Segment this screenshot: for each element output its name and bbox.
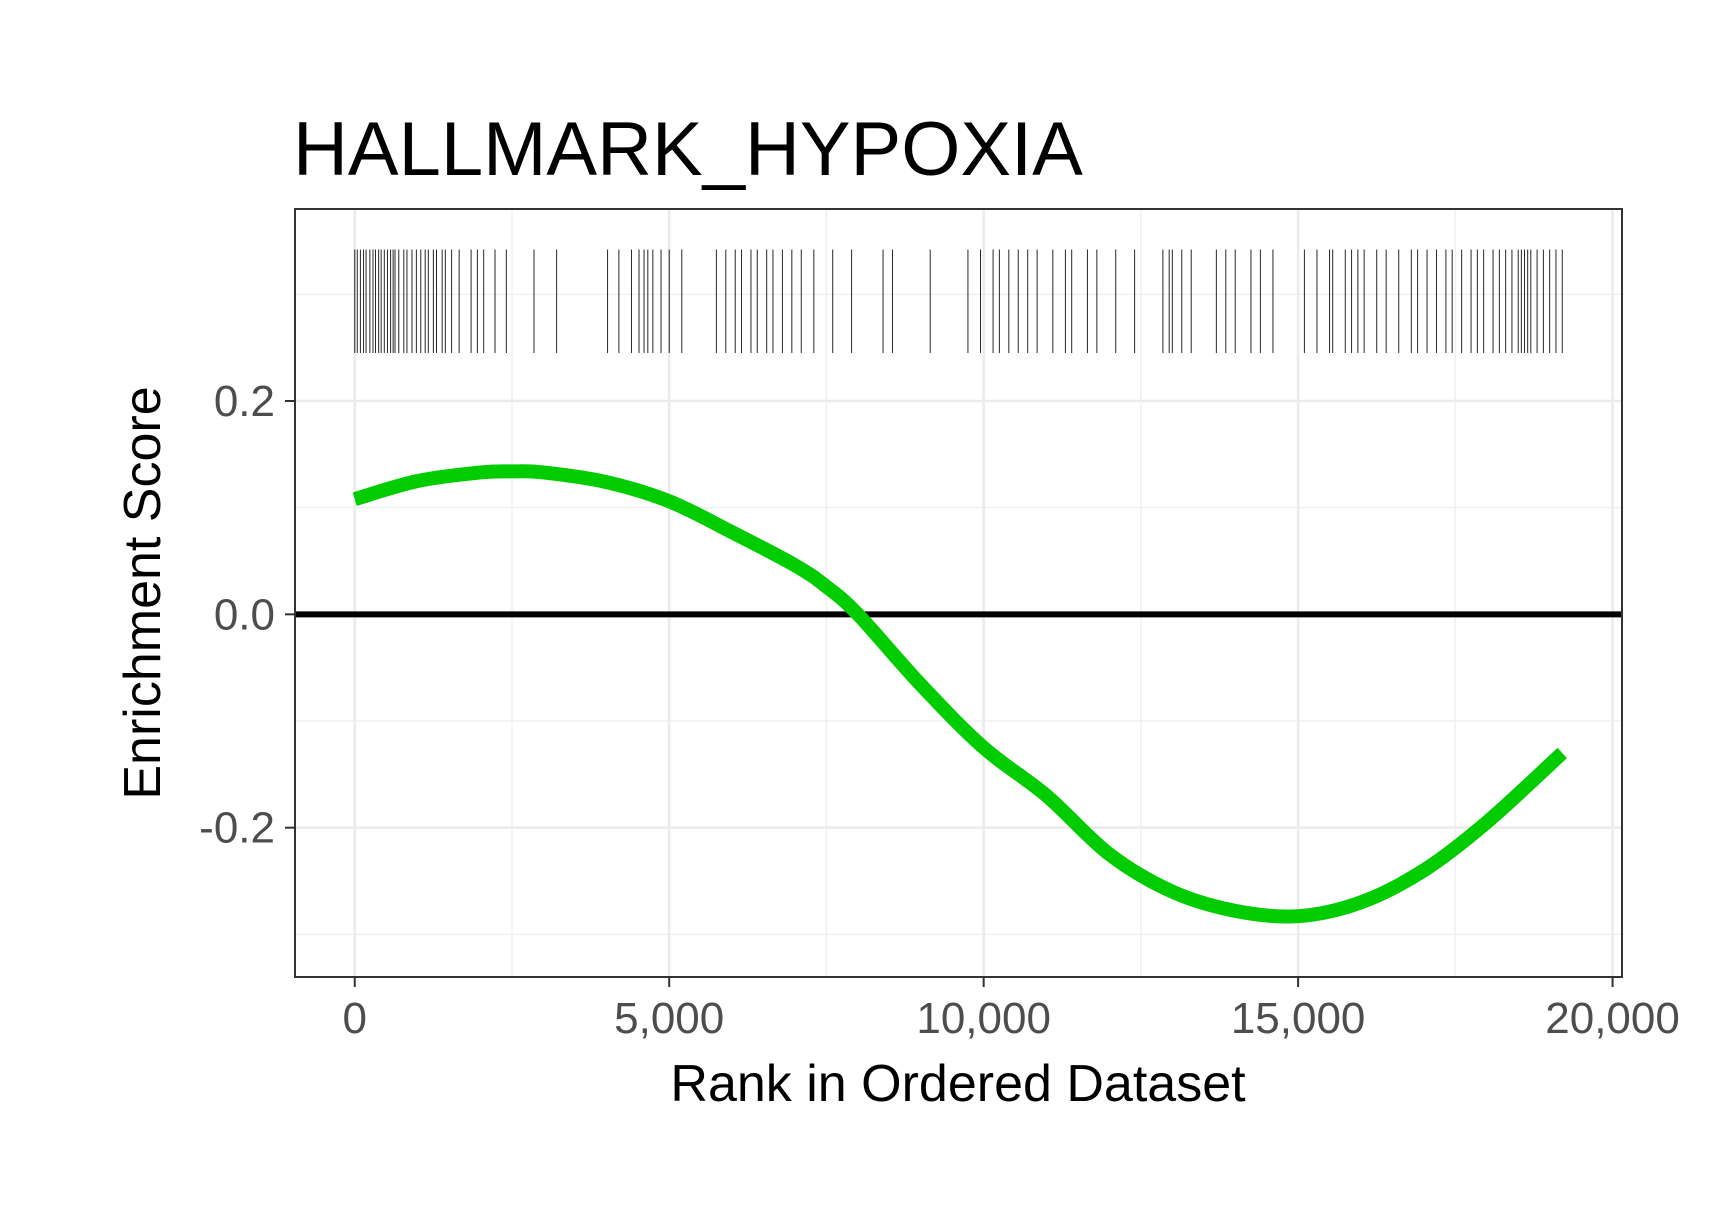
x-tick-label: 5,000 [614, 994, 724, 1043]
y-axis-title: Enrichment Score [114, 386, 172, 799]
x-tick-label: 15,000 [1231, 994, 1366, 1043]
x-axis: 0 5,000 10,000 15,000 20,000 [343, 977, 1680, 1043]
x-axis-title: Rank in Ordered Dataset [670, 1055, 1246, 1113]
gene-hit-ticks [354, 249, 1563, 353]
enrichment-score-curve [352, 464, 1567, 924]
y-axis: -0.2 0.0 0.2 [199, 377, 295, 853]
x-tick-label: 10,000 [916, 994, 1051, 1043]
x-tick-label: 20,000 [1545, 994, 1680, 1043]
plot-panel-border [294, 208, 1623, 978]
y-tick-label: 0.0 [214, 590, 275, 639]
y-tick-label: 0.2 [214, 377, 275, 426]
y-tick-label: -0.2 [199, 804, 275, 853]
x-tick-label: 0 [343, 994, 367, 1043]
chart-title: HALLMARK_HYPOXIA [293, 107, 1083, 192]
enrichment-curves [352, 464, 1567, 924]
